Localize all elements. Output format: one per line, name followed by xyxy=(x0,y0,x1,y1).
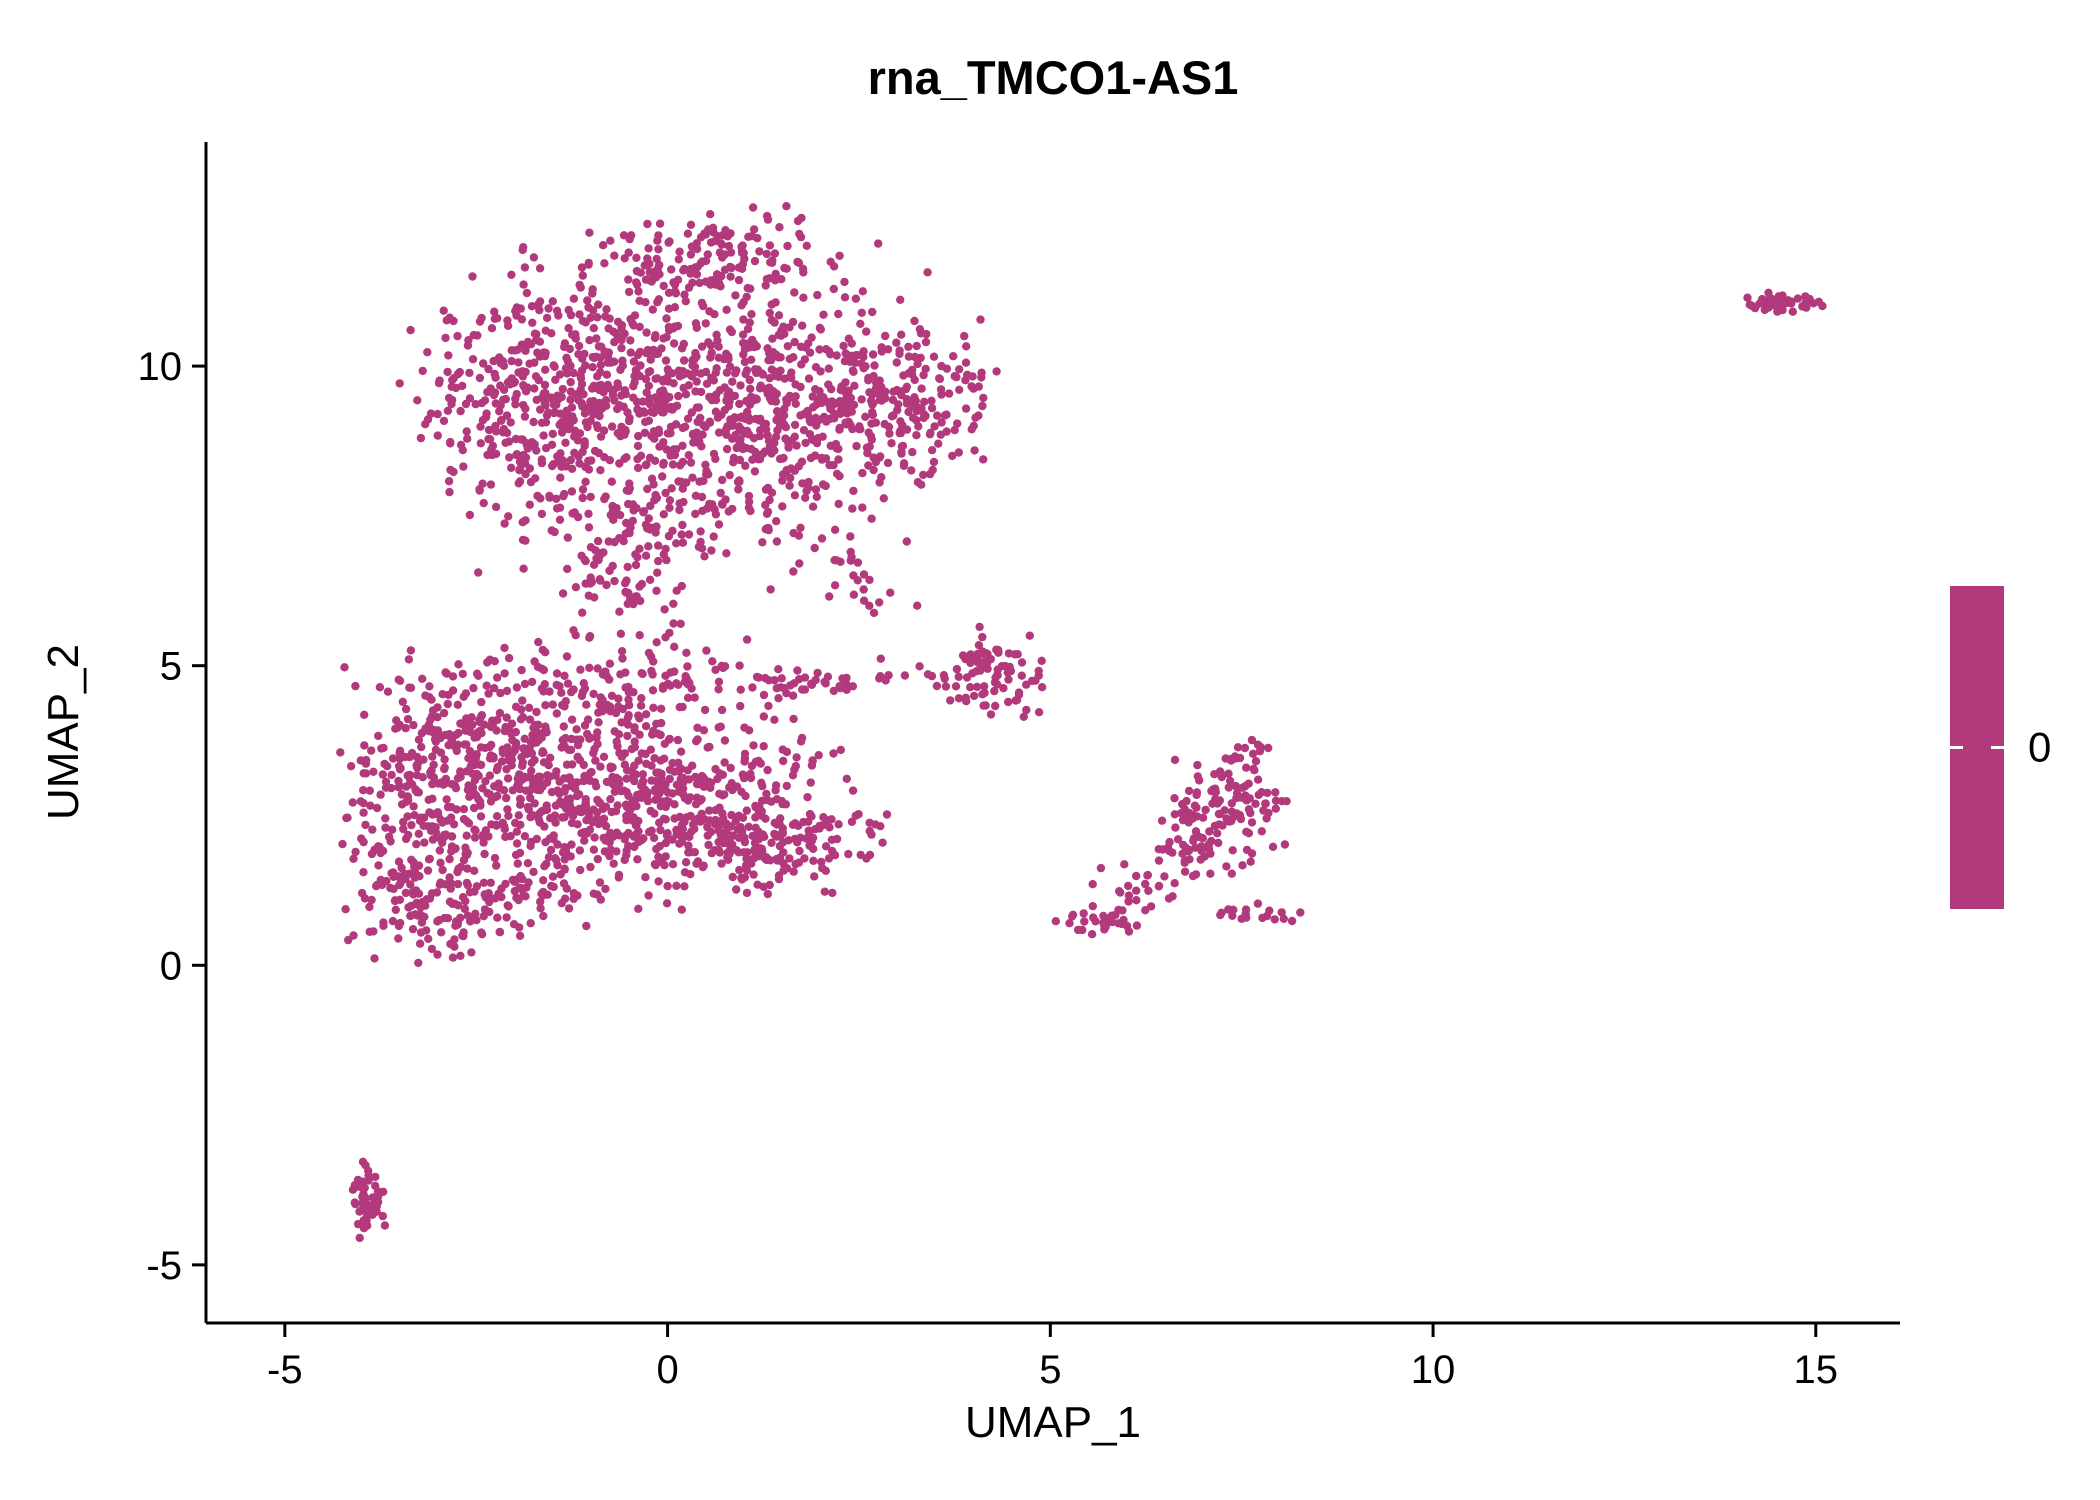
legend-value-label: 0 xyxy=(2028,724,2051,771)
x-tick-label: 10 xyxy=(1411,1348,1456,1392)
chart-title: rna_TMCO1-AS1 xyxy=(867,51,1239,104)
x-tick-label: -5 xyxy=(267,1348,303,1392)
y-tick-label: -5 xyxy=(146,1244,182,1288)
y-tick-label: 5 xyxy=(160,645,182,689)
axes xyxy=(204,142,1900,1325)
x-tick-label: 15 xyxy=(1794,1348,1839,1392)
y-axis-title: UMAP_2 xyxy=(39,643,88,821)
x-tick-label: 0 xyxy=(656,1348,678,1392)
axis-ticks: -5 0 5 10 15 -5 0 5 10 xyxy=(138,345,1839,1392)
x-axis-title: UMAP_1 xyxy=(964,1398,1142,1447)
x-tick-label: 5 xyxy=(1039,1348,1061,1392)
y-tick-label: 0 xyxy=(160,944,182,988)
scatter-points xyxy=(336,202,1827,1243)
y-tick-label: 10 xyxy=(138,345,183,389)
legend-colorbar: 0 xyxy=(1950,586,2051,909)
